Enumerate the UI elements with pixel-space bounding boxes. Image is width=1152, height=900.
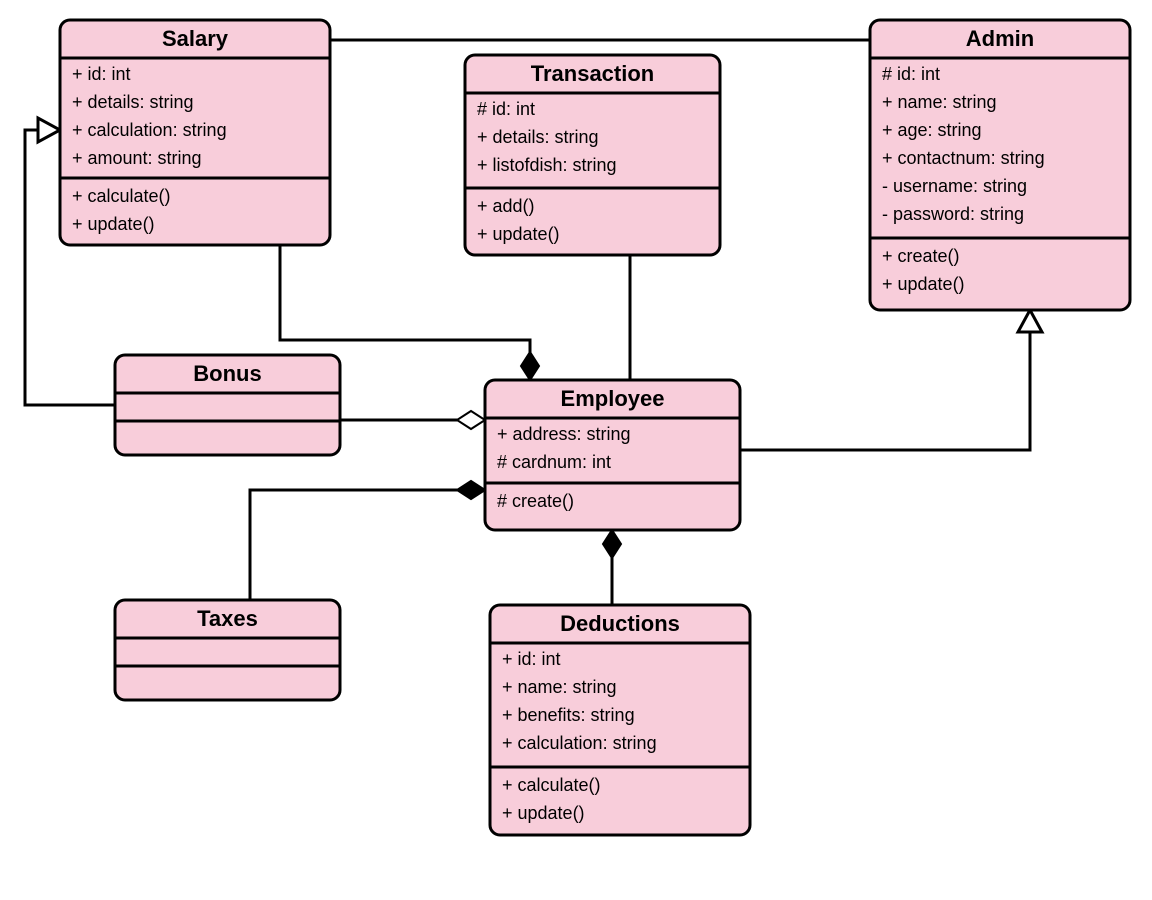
attr-admin-5: - password: string (882, 204, 1024, 224)
class-employee: Employee + address: string # cardnum: int #… (485, 380, 740, 530)
class-deductions: Deductions + id: int + name: string + benef… (490, 605, 750, 835)
attr-salary-0: + id: int (72, 64, 131, 84)
class-bonus: Bonus (115, 355, 340, 455)
uml-class-diagram: Salary + id: int + details: string + calcul… (0, 0, 1152, 900)
attr-employee-1: # cardnum: int (497, 452, 611, 472)
method-deductions-1: + update() (502, 803, 585, 823)
attr-transaction-0: # id: int (477, 99, 535, 119)
edge-employee-admin (740, 310, 1030, 450)
class-title-taxes: Taxes (197, 606, 258, 631)
attr-deductions-1: + name: string (502, 677, 617, 697)
class-title-deductions: Deductions (560, 611, 680, 636)
method-transaction-0: + add() (477, 196, 535, 216)
method-admin-0: + create() (882, 246, 960, 266)
class-transaction: Transaction # id: int + details: string + l… (465, 55, 720, 255)
attr-deductions-3: + calculation: string (502, 733, 657, 753)
method-employee-0: # create() (497, 491, 574, 511)
method-admin-1: + update() (882, 274, 965, 294)
attr-deductions-2: + benefits: string (502, 705, 635, 725)
class-title-bonus: Bonus (193, 361, 261, 386)
method-salary-1: + update() (72, 214, 155, 234)
attr-salary-1: + details: string (72, 92, 194, 112)
method-deductions-0: + calculate() (502, 775, 601, 795)
attr-deductions-0: + id: int (502, 649, 561, 669)
attr-admin-2: + age: string (882, 120, 982, 140)
class-title-transaction: Transaction (531, 61, 654, 86)
attr-transaction-1: + details: string (477, 127, 599, 147)
class-title-employee: Employee (561, 386, 665, 411)
attr-admin-4: - username: string (882, 176, 1027, 196)
attr-admin-3: + contactnum: string (882, 148, 1045, 168)
class-admin: Admin # id: int + name: string + age: strin… (870, 20, 1130, 310)
attr-employee-0: + address: string (497, 424, 631, 444)
method-transaction-1: + update() (477, 224, 560, 244)
attr-admin-0: # id: int (882, 64, 940, 84)
attr-salary-2: + calculation: string (72, 120, 227, 140)
attr-salary-3: + amount: string (72, 148, 202, 168)
attr-transaction-2: + listofdish: string (477, 155, 617, 175)
method-salary-0: + calculate() (72, 186, 171, 206)
class-title-salary: Salary (162, 26, 229, 51)
class-title-admin: Admin (966, 26, 1034, 51)
class-salary: Salary + id: int + details: string + calcul… (60, 20, 330, 245)
attr-admin-1: + name: string (882, 92, 997, 112)
edge-taxes-employee (250, 490, 485, 600)
class-taxes: Taxes (115, 600, 340, 700)
